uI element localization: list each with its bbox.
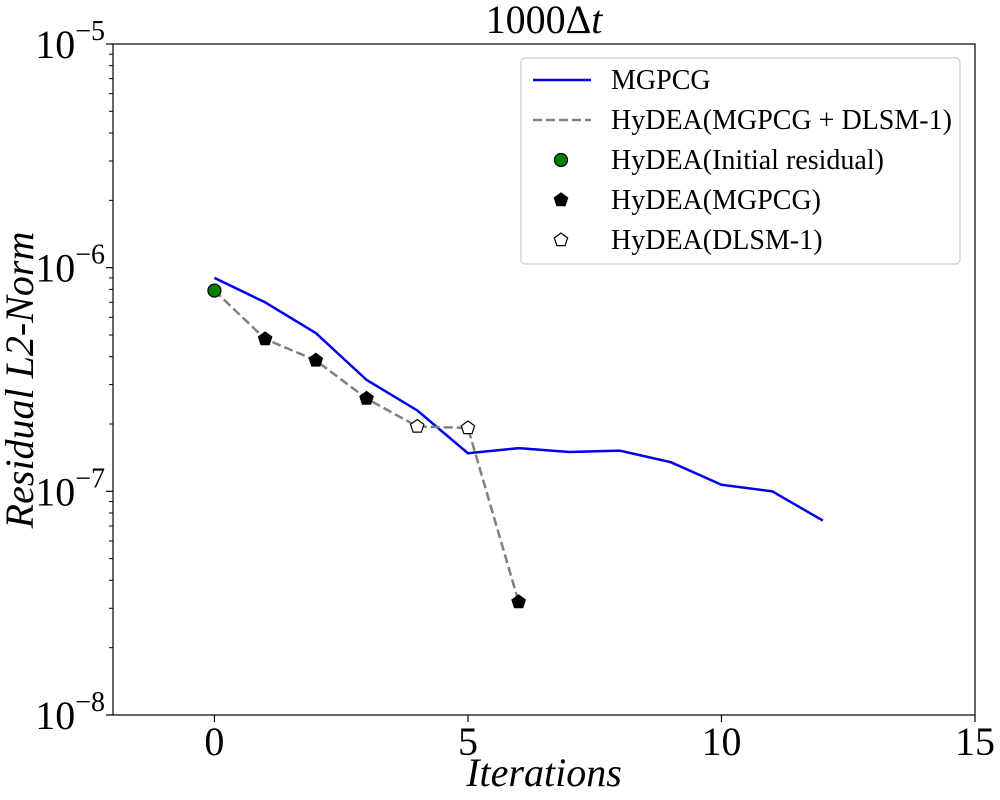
legend-item: HyDEA(Initial residual) [553,145,884,176]
legend-swatch [553,152,569,168]
legend-box [520,57,961,265]
y-tick-label: 10−5 [35,16,105,67]
legend-item: HyDEA(MGPCG + DLSM-1) [533,105,952,136]
data-point [409,418,425,433]
legend-label: HyDEA(Initial residual) [611,145,884,176]
data-point [359,390,374,405]
legend-item: HyDEA(MGPCG) [553,185,821,216]
legend-swatch [553,192,569,207]
legend-item: MGPCG [533,65,711,96]
y-tick-label: 10−7 [35,463,105,514]
series-line [213,276,824,522]
y-minor-ticks [109,53,113,649]
legend-label: HyDEA(DLSM-1) [611,225,823,256]
series-4 [257,331,527,609]
data-point [207,283,222,298]
tick-labels: 0 5 10 15 10−8 10−7 10−6 10−5 [35,16,995,764]
x-tick-label: 5 [458,719,478,764]
legend-label: MGPCG [611,65,711,96]
data-point [257,331,273,346]
legend-label: HyDEA(MGPCG) [611,185,821,216]
series-5 [409,418,476,435]
series-3 [207,283,222,298]
series-layer [207,276,824,609]
legend-label: HyDEA(MGPCG + DLSM-1) [611,105,952,136]
data-point [308,352,324,367]
x-tick-label: 15 [955,719,995,764]
y-tick-label: 10−8 [35,687,105,738]
x-tick-label: 10 [701,719,741,764]
plot-area-frame [112,43,976,716]
y-axis-label: Residual L2-Norm [0,232,42,530]
legend: MGPCG HyDEA(MGPCG + DLSM-1) HyDEA(Initial … [520,57,961,265]
axis-ticks [106,43,976,722]
x-tick-label: 0 [204,719,224,764]
data-point [511,594,527,609]
chart-title: 1000Δt [486,0,604,42]
series-1 [213,276,824,522]
y-tick-label: 10−6 [35,240,105,291]
legend-item: HyDEA(DLSM-1) [553,225,823,256]
data-point [460,420,476,435]
legend-swatch [553,232,569,247]
x-axis-label: Iterations [465,750,622,795]
